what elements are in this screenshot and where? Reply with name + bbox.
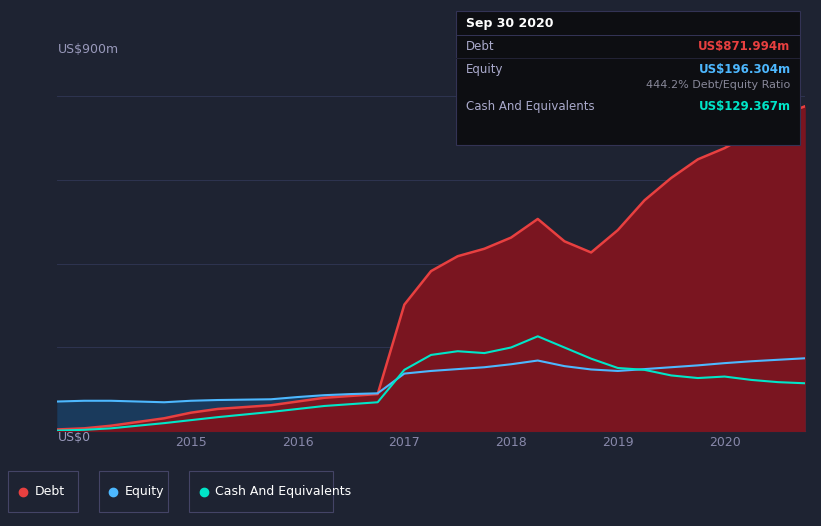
Text: Sep 30 2020: Sep 30 2020: [466, 17, 553, 31]
Text: Cash And Equivalents: Cash And Equivalents: [215, 485, 351, 498]
Bar: [99, 471, 168, 512]
Text: US$871.994m: US$871.994m: [699, 40, 791, 53]
Text: Equity: Equity: [125, 485, 164, 498]
Text: Cash And Equivalents: Cash And Equivalents: [466, 100, 594, 114]
Text: Debt: Debt: [34, 485, 65, 498]
Text: US$0: US$0: [57, 431, 90, 444]
Bar: [8, 471, 78, 512]
Text: US$129.367m: US$129.367m: [699, 100, 791, 114]
Text: US$900m: US$900m: [57, 43, 118, 56]
Text: Debt: Debt: [466, 40, 494, 53]
Text: Equity: Equity: [466, 63, 503, 76]
Text: 444.2% Debt/Equity Ratio: 444.2% Debt/Equity Ratio: [646, 80, 791, 90]
Text: US$196.304m: US$196.304m: [699, 63, 791, 76]
